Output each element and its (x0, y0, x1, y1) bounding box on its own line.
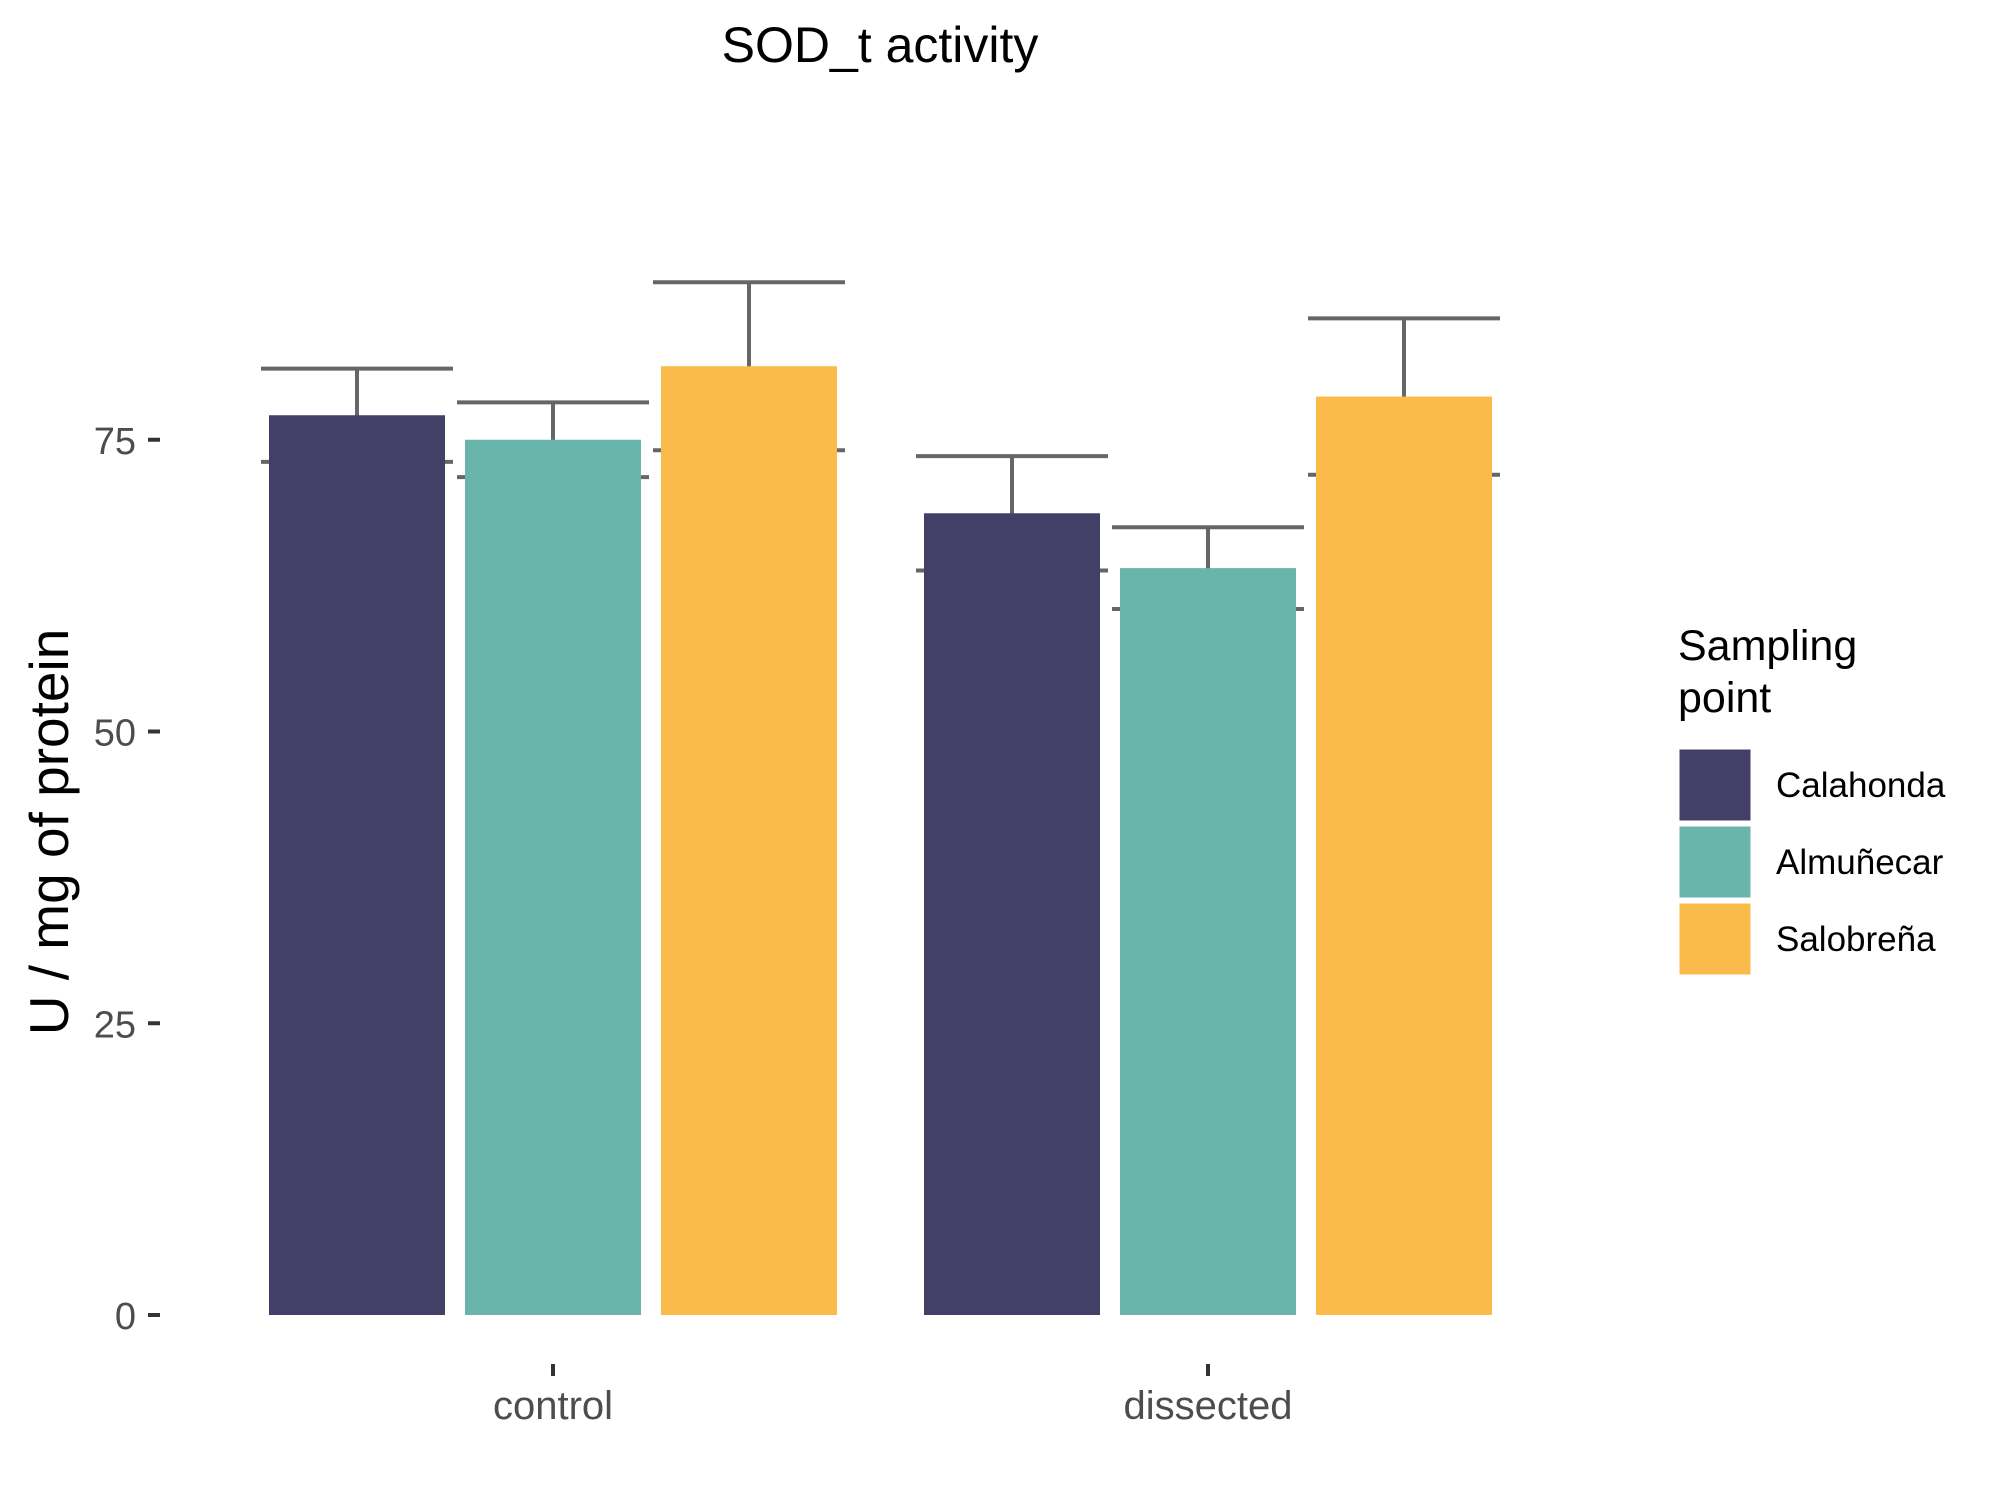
chart-title: SOD_t activity (722, 17, 1039, 73)
y-tick-label: 0 (115, 1296, 136, 1338)
legend-items: Calahonda Almuñecar Salobreña (1676, 746, 1946, 978)
bar (1316, 396, 1492, 1315)
error-bars (261, 280, 1500, 611)
legend-item: Calahonda (1676, 746, 1946, 824)
bar (465, 439, 641, 1315)
y-axis-label: U / mg of protein (18, 629, 80, 1036)
y-tick-label: 75 (94, 421, 136, 463)
bar (924, 513, 1100, 1315)
bar (269, 415, 445, 1315)
legend-swatch (1676, 823, 1754, 901)
legend-title-line: point (1678, 674, 1771, 722)
y-tick-label: 50 (94, 713, 136, 755)
y-tick-label: 25 (94, 1004, 136, 1046)
legend-label: Almuñecar (1776, 843, 1944, 882)
legend-label: Salobreña (1776, 920, 1936, 959)
legend-item: Salobreña (1676, 900, 1936, 978)
x-tick-label: dissected (1124, 1384, 1293, 1428)
legend-item: Almuñecar (1676, 823, 1944, 901)
bars (269, 366, 1492, 1315)
x-tick-label: control (493, 1384, 613, 1428)
x-axis: control dissected (493, 1364, 1293, 1428)
legend-label: Calahonda (1776, 766, 1946, 805)
bar (1120, 568, 1296, 1315)
legend-swatch (1676, 746, 1754, 824)
legend-title-line: Sampling (1678, 622, 1857, 670)
legend-swatch (1676, 900, 1754, 978)
bar (661, 366, 837, 1315)
legend: Sampling point Calahonda Almuñecar Salobreñ… (1676, 622, 1946, 978)
y-axis: 0 25 50 75 (94, 421, 160, 1338)
legend-title: Sampling point (1678, 622, 1857, 722)
